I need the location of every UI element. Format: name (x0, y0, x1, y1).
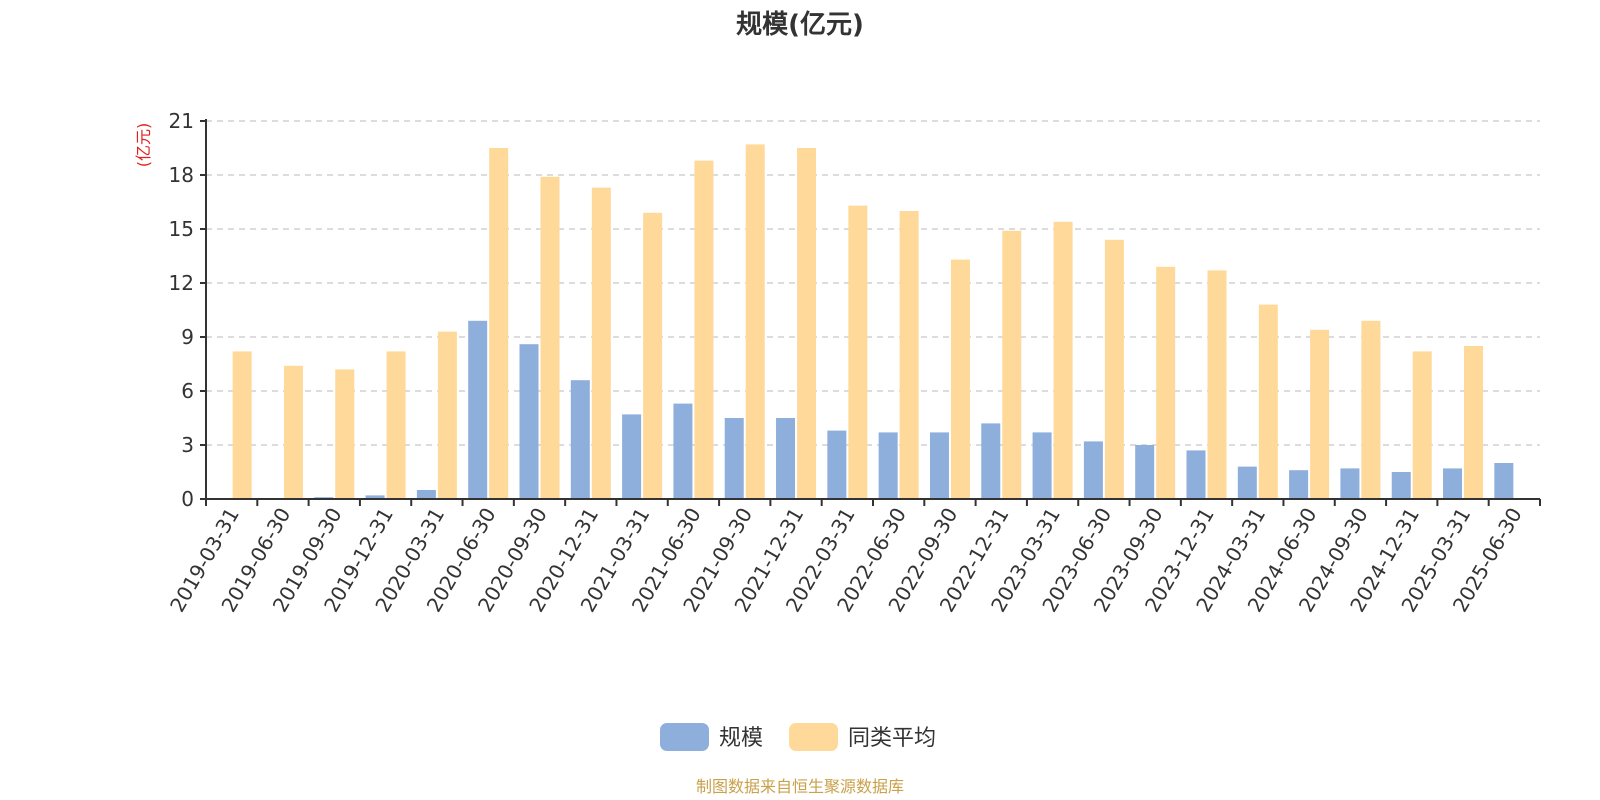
axes (205, 119, 1541, 506)
bar-peer-average (1156, 266, 1176, 499)
bar-peer-average (1002, 230, 1022, 500)
bar-peer-average (797, 148, 817, 499)
data-source-note: 制图数据来自恒生聚源数据库 (696, 777, 904, 796)
legend-item-scale[interactable]: 规模 (660, 723, 763, 751)
legend-swatch (789, 723, 838, 751)
y-tick-label: 0 (181, 487, 194, 511)
bar-scale (1443, 468, 1463, 499)
bar-peer-average (848, 205, 868, 499)
bar-peer-average (1207, 270, 1227, 499)
bar-peer-average (1104, 239, 1124, 500)
legend-label: 规模 (719, 726, 763, 751)
legend-swatch (660, 723, 709, 751)
bar-scale (673, 403, 693, 499)
bar-peer-average (950, 259, 970, 499)
bar-peer-average (643, 212, 663, 500)
bars (232, 144, 1514, 500)
bar-peer-average (335, 369, 355, 499)
bar-scale (1494, 463, 1514, 499)
bar-scale (1083, 441, 1103, 499)
bar-scale (776, 418, 796, 499)
bar-peer-average (899, 211, 919, 499)
bar-scale (724, 418, 744, 499)
legend[interactable]: 规模 同类平均 (660, 723, 936, 751)
bar-peer-average (1053, 221, 1073, 500)
bar-scale (1391, 472, 1411, 499)
bar-scale (1237, 466, 1257, 499)
y-axis-ticks: 0 3 6 9 12 15 18 21 (169, 109, 206, 511)
bar-peer-average (232, 351, 252, 499)
bar-scale (929, 432, 949, 499)
bar-peer-average (386, 351, 406, 499)
y-tick-label: 15 (169, 217, 194, 241)
bar-scale (519, 344, 539, 499)
bar-scale (1186, 450, 1206, 499)
bar-scale (1032, 432, 1052, 499)
legend-item-peer-average[interactable]: 同类平均 (789, 723, 936, 751)
bar-peer-average (437, 331, 457, 499)
bar-peer-average (1310, 329, 1330, 499)
bar-scale (468, 320, 488, 499)
y-tick-label: 21 (169, 109, 194, 133)
bar-scale (1289, 470, 1309, 499)
bar-scale (570, 380, 590, 499)
x-axis-ticks: 2019-03-312019-06-302019-09-302019-12-31… (165, 504, 1527, 617)
y-axis-unit: (亿元) (134, 123, 153, 168)
bar-peer-average (1464, 346, 1484, 499)
bar-scale (416, 490, 436, 499)
bar-scale (878, 432, 898, 499)
bar-peer-average (694, 160, 714, 499)
bar-peer-average (540, 176, 560, 500)
bar-peer-average (745, 144, 765, 499)
bar-scale (981, 423, 1001, 499)
bar-peer-average (283, 365, 303, 499)
y-tick-label: 9 (181, 325, 194, 349)
y-tick-label: 6 (181, 379, 194, 403)
bar-scale (827, 430, 847, 499)
bar-scale (1135, 445, 1155, 499)
bar-peer-average (1361, 320, 1381, 499)
bar-peer-average (1412, 351, 1432, 499)
legend-label: 同类平均 (848, 726, 936, 751)
y-tick-label: 18 (169, 163, 194, 187)
y-tick-label: 12 (169, 271, 194, 295)
bar-peer-average (1258, 304, 1278, 499)
bar-scale (622, 414, 642, 499)
bar-scale (365, 495, 385, 499)
bar-peer-average (591, 187, 611, 499)
bar-scale (1340, 468, 1360, 499)
bar-peer-average (489, 148, 509, 499)
y-tick-label: 3 (181, 433, 194, 457)
chart-title: 规模(亿元) (736, 10, 864, 40)
grid-lines (206, 120, 1540, 446)
